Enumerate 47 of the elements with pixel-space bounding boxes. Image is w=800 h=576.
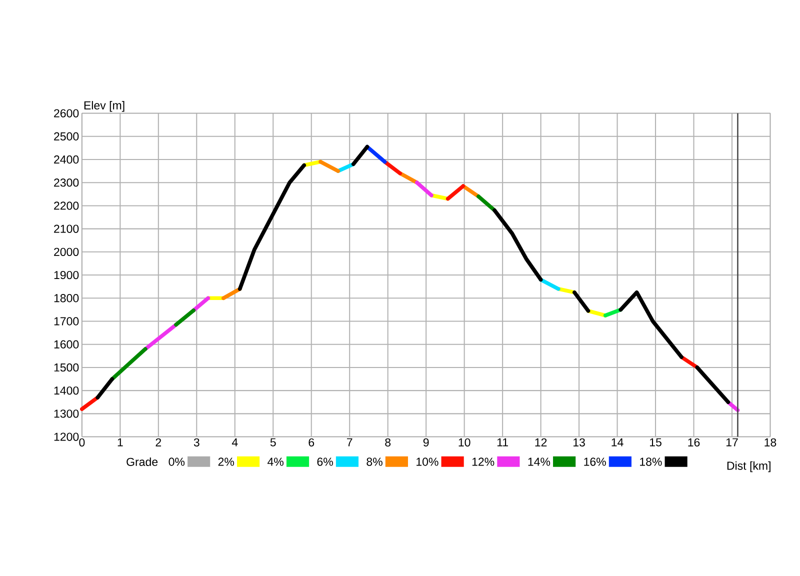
x-tick-label: 12: [535, 438, 547, 446]
legend-label: 18%: [640, 458, 662, 466]
y-tick-label: 2600: [54, 109, 79, 118]
y-tick-label: 2100: [54, 224, 79, 233]
y-tick-label: 1700: [54, 317, 79, 326]
legend-label: 4%: [268, 458, 284, 466]
x-tick-label: 6: [308, 438, 314, 446]
x-axis-title: Dist [km]: [727, 461, 770, 472]
x-tick-label: 14: [612, 438, 624, 446]
legend-label: 14%: [528, 458, 550, 466]
y-tick-label: 2300: [54, 178, 79, 187]
x-tick-label: 4: [232, 438, 238, 446]
x-tick-label: 0: [79, 438, 85, 446]
legend-label: 0%: [168, 458, 185, 466]
x-tick-label: 13: [574, 438, 585, 446]
x-tick-label: 15: [650, 438, 662, 446]
y-axis-title: Elev [m]: [84, 101, 124, 112]
x-tick-label: 9: [423, 438, 429, 446]
y-tick-label: 1800: [54, 294, 79, 302]
legend-label: 12%: [472, 458, 494, 466]
legend-label: 2%: [218, 458, 234, 466]
y-tick-label: 1500: [54, 363, 79, 372]
x-tick-label: 10: [458, 438, 470, 446]
x-tick-label: 17: [726, 438, 738, 446]
legend-label: 6%: [317, 458, 333, 466]
x-tick-label: 1: [118, 438, 123, 446]
y-tick-label: 2500: [54, 132, 79, 140]
y-tick-label: 2000: [54, 248, 79, 256]
legend-title: Grade: [126, 458, 158, 466]
y-tick-label: 1900: [54, 270, 79, 280]
y-tick-label: 2400: [54, 155, 79, 164]
y-tick-label: 1600: [54, 340, 79, 348]
x-tick-label: 2: [156, 438, 162, 446]
legend-label: 16%: [584, 458, 606, 466]
x-tick-label: 8: [385, 438, 391, 446]
y-tick-label: 1200: [54, 432, 79, 441]
x-tick-label: 16: [688, 438, 700, 446]
legend-label: 8%: [366, 458, 382, 466]
y-tick-label: 1300: [54, 410, 79, 418]
legend-label: 10%: [416, 458, 438, 466]
y-tick-label: 2200: [54, 202, 79, 210]
x-tick-label: 11: [497, 438, 508, 446]
y-tick-label: 1400: [54, 386, 79, 395]
x-tick-label: 18: [764, 438, 776, 446]
x-tick-label: 5: [270, 438, 276, 446]
x-tick-label: 3: [194, 438, 200, 446]
x-tick-label: 7: [346, 438, 352, 446]
